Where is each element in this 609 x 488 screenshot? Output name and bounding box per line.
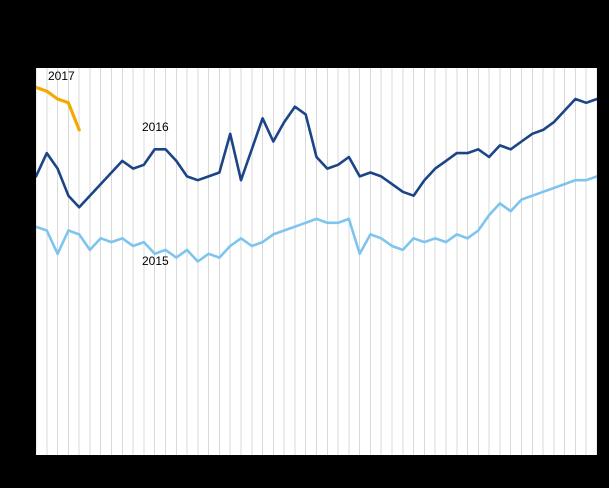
series-label-2017: 2017 xyxy=(48,69,75,83)
series-label-2015: 2015 xyxy=(142,254,169,268)
series-label-2016: 2016 xyxy=(142,120,169,134)
plot-area: 2017 2016 2015 xyxy=(36,68,597,455)
line-chart xyxy=(36,68,597,455)
